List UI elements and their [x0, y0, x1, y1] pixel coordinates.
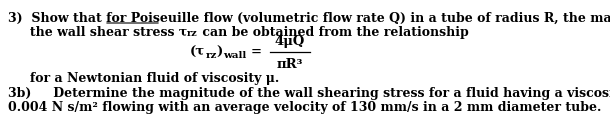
Text: wall: wall	[223, 51, 246, 59]
Text: for a Newtonian fluid of viscosity μ.: for a Newtonian fluid of viscosity μ.	[8, 72, 279, 85]
Text: 4μQ: 4μQ	[275, 35, 306, 48]
Text: 3b)     Determine the magnitude of the wall shearing stress for a fluid having a: 3b) Determine the magnitude of the wall …	[8, 87, 610, 100]
Text: the wall shear stress τ: the wall shear stress τ	[8, 26, 187, 39]
Text: =: =	[251, 46, 262, 59]
Text: πR³: πR³	[277, 58, 303, 71]
Text: rz: rz	[205, 51, 217, 59]
Text: (τ: (τ	[190, 46, 205, 59]
Text: 3)  Show that for Poiseuille flow (volumetric flow rate Q) in a tube of radius R: 3) Show that for Poiseuille flow (volume…	[8, 12, 610, 25]
Text: ): )	[217, 46, 223, 59]
Text: can be obtained from the relationship: can be obtained from the relationship	[198, 26, 468, 39]
Text: rz: rz	[187, 29, 198, 38]
Text: 0.004 N s/m² flowing with an average velocity of 130 mm/s in a 2 mm diameter tub: 0.004 N s/m² flowing with an average vel…	[8, 101, 601, 114]
